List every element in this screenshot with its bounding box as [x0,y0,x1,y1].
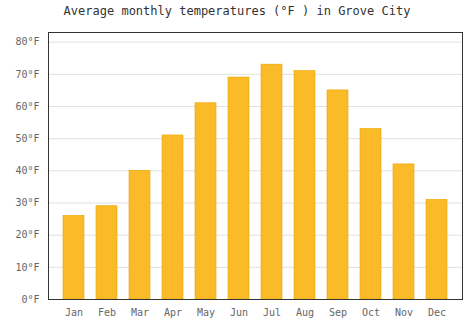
svg-text:Sep: Sep [329,307,347,318]
svg-text:40°F: 40°F [15,165,39,176]
svg-text:80°F: 80°F [15,36,39,47]
svg-text:Apr: Apr [164,307,182,318]
svg-text:Jun: Jun [230,307,248,318]
svg-text:0°F: 0°F [21,294,39,305]
svg-text:May: May [197,307,215,318]
svg-text:70°F: 70°F [15,69,39,80]
html-text:Average monthly temperatures (: Average monthly temperatures (°F ) in Gr… [63,4,411,18]
svg-text:60°F: 60°F [15,101,39,112]
svg-text:Mar: Mar [131,307,149,318]
svg-text:Oct: Oct [362,307,380,318]
svg-text:Jul: Jul [263,307,281,318]
svg-text:Jan: Jan [65,307,83,318]
svg-text:Nov: Nov [395,307,413,318]
svg-text:20°F: 20°F [15,229,39,240]
svg-text:Dec: Dec [428,307,446,318]
svg-text:10°F: 10°F [15,262,39,273]
svg-text:Feb: Feb [98,307,116,318]
svg-text:30°F: 30°F [15,197,39,208]
svg-text:Aug: Aug [296,307,314,318]
svg-text:50°F: 50°F [15,133,39,144]
